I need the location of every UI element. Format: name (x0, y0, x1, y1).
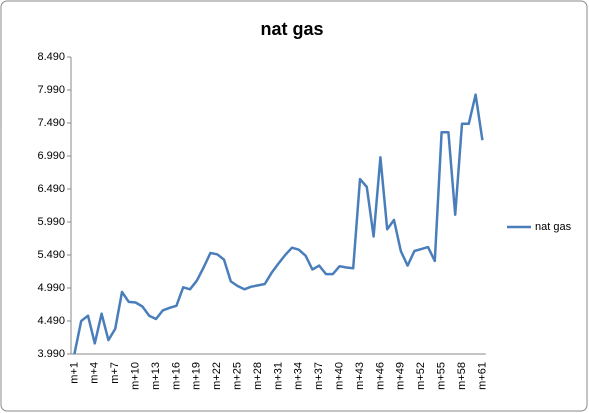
x-tick-label: m+19 (191, 362, 203, 390)
x-tick-label: m+49 (395, 362, 407, 390)
y-tick-label: 5.990 (37, 216, 65, 228)
y-tick-label: 4.990 (37, 282, 65, 294)
x-tick-label: m+61 (476, 362, 488, 390)
x-tick-label: m+28 (252, 362, 264, 390)
x-tick-label: m+4 (89, 362, 101, 384)
x-tick-label: m+55 (436, 362, 448, 390)
x-tick-label: m+40 (334, 362, 346, 390)
y-tick-label: 3.990 (37, 348, 65, 360)
x-tick-label: m+43 (354, 362, 366, 390)
x-tick-label: m+7 (109, 362, 121, 384)
x-tick-label: m+25 (232, 362, 244, 390)
x-tick-label: m+58 (456, 362, 468, 390)
x-tick-label: m+31 (272, 362, 284, 390)
x-tick-label: m+46 (374, 362, 386, 390)
x-tick-label: m+52 (415, 362, 427, 390)
x-tick-label: m+1 (68, 362, 80, 384)
y-tick-label: 7.490 (37, 117, 65, 129)
chart-title: nat gas (260, 19, 323, 39)
x-tick-label: m+34 (293, 362, 305, 390)
legend-label: nat gas (535, 221, 572, 233)
x-tick-label: m+22 (211, 362, 223, 390)
x-tick-label: m+13 (150, 362, 162, 390)
x-tick-label: m+37 (313, 362, 325, 390)
y-tick-label: 6.490 (37, 183, 65, 195)
y-tick-label: 4.490 (37, 315, 65, 327)
y-tick-label: 5.490 (37, 249, 65, 261)
x-tick-label: m+10 (130, 362, 142, 390)
y-tick-label: 7.990 (37, 84, 65, 96)
x-tick-label: m+16 (170, 362, 182, 390)
line-series (73, 93, 484, 355)
y-tick-label: 6.990 (37, 150, 65, 162)
y-tick-label: 8.490 (37, 51, 65, 63)
